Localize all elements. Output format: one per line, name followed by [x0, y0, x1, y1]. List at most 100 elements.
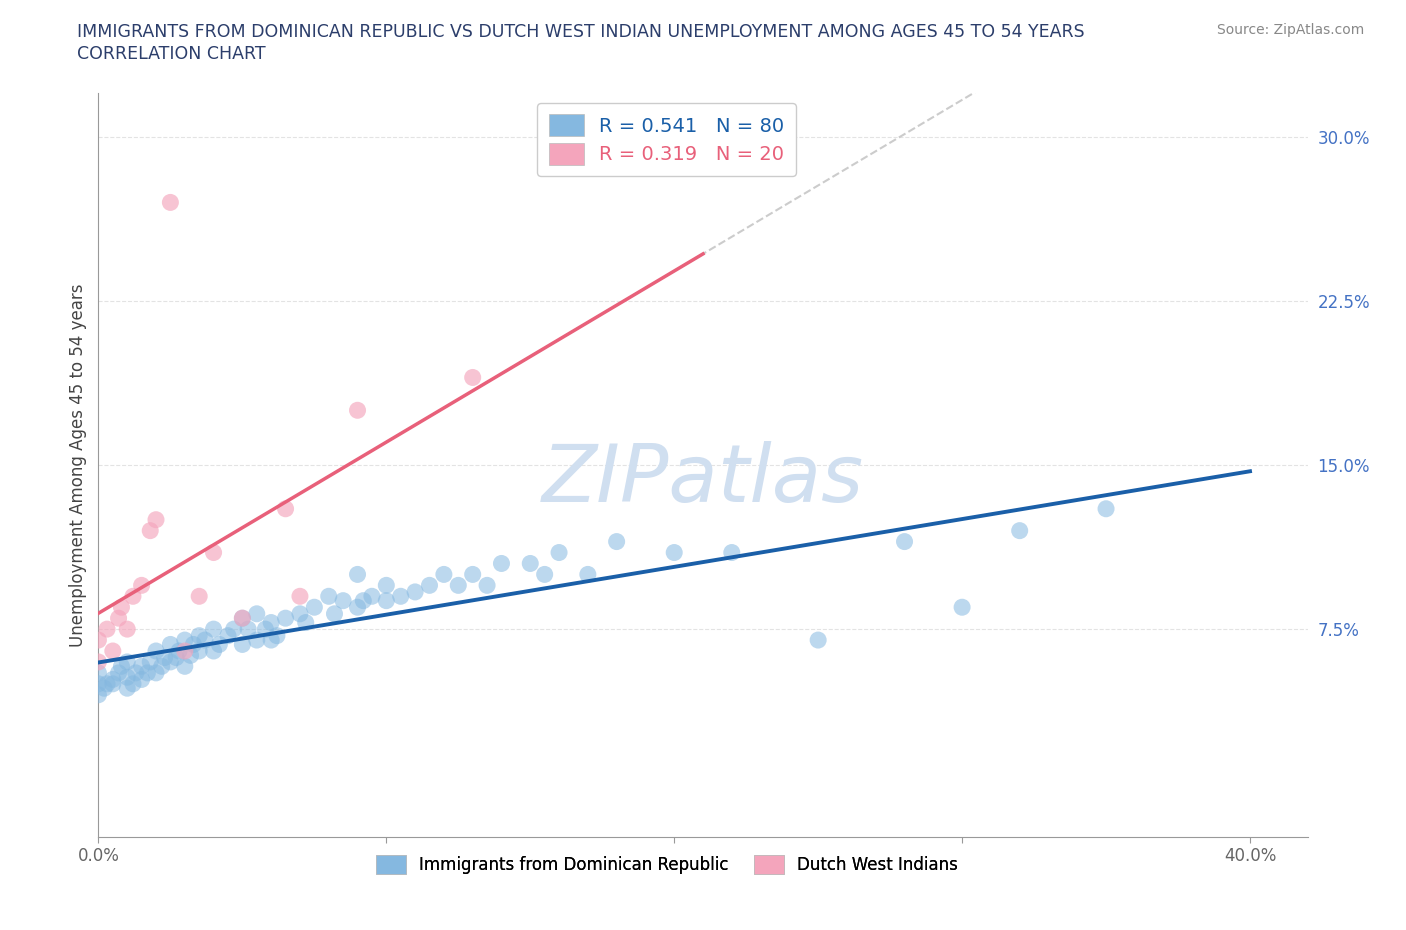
Point — [202, 621, 225, 636]
Point — [139, 655, 162, 670]
Point — [246, 632, 269, 647]
Point — [361, 589, 384, 604]
Text: ZIPatlas: ZIPatlas — [541, 441, 865, 519]
Point — [87, 655, 110, 670]
Point — [87, 632, 110, 647]
Point — [115, 655, 138, 670]
Y-axis label: Unemployment Among Ages 45 to 54 years: Unemployment Among Ages 45 to 54 years — [69, 284, 87, 646]
Point — [194, 632, 217, 647]
Point — [236, 621, 259, 636]
Point — [807, 632, 830, 647]
Point — [433, 567, 456, 582]
Point — [260, 615, 283, 630]
Point — [274, 611, 297, 626]
Point — [461, 567, 484, 582]
Point — [266, 629, 288, 644]
Point — [145, 644, 167, 658]
Point — [418, 578, 440, 592]
Point — [125, 666, 148, 681]
Point — [115, 670, 138, 684]
Point — [346, 403, 368, 418]
Point — [274, 501, 297, 516]
Point — [110, 600, 132, 615]
Point — [576, 567, 599, 582]
Point — [183, 637, 205, 652]
Point — [533, 567, 555, 582]
Point — [208, 637, 231, 652]
Point — [159, 637, 181, 652]
Point — [1095, 501, 1118, 516]
Point — [332, 593, 354, 608]
Point — [107, 611, 129, 626]
Point — [173, 632, 195, 647]
Point — [131, 658, 153, 673]
Legend: Immigrants from Dominican Republic, Dutch West Indians: Immigrants from Dominican Republic, Dutc… — [368, 849, 965, 881]
Point — [664, 545, 686, 560]
Point — [145, 512, 167, 527]
Point — [180, 648, 202, 663]
Text: IMMIGRANTS FROM DOMINICAN REPUBLIC VS DUTCH WEST INDIAN UNEMPLOYMENT AMONG AGES : IMMIGRANTS FROM DOMINICAN REPUBLIC VS DU… — [77, 23, 1085, 41]
Point — [519, 556, 541, 571]
Point — [389, 589, 412, 604]
Point — [231, 611, 253, 626]
Point — [167, 644, 190, 658]
Point — [159, 655, 181, 670]
Point — [136, 666, 159, 681]
Point — [202, 545, 225, 560]
Point — [96, 621, 118, 636]
Point — [101, 644, 124, 658]
Point — [475, 578, 498, 592]
Point — [720, 545, 742, 560]
Point — [139, 524, 162, 538]
Point — [101, 676, 124, 691]
Point — [87, 676, 110, 691]
Point — [548, 545, 571, 560]
Point — [318, 589, 340, 604]
Point — [217, 629, 239, 644]
Point — [346, 600, 368, 615]
Point — [122, 676, 145, 691]
Point — [115, 621, 138, 636]
Point — [115, 681, 138, 696]
Text: Source: ZipAtlas.com: Source: ZipAtlas.com — [1216, 23, 1364, 37]
Point — [122, 589, 145, 604]
Point — [145, 666, 167, 681]
Point — [101, 672, 124, 687]
Point — [260, 632, 283, 647]
Point — [231, 611, 253, 626]
Point — [153, 650, 176, 665]
Point — [202, 644, 225, 658]
Point — [950, 600, 973, 615]
Point — [1008, 524, 1031, 538]
Point — [159, 195, 181, 210]
Point — [165, 650, 187, 665]
Point — [323, 606, 346, 621]
Point — [173, 644, 195, 658]
Point — [188, 589, 211, 604]
Point — [893, 534, 915, 549]
Point — [288, 606, 311, 621]
Point — [173, 658, 195, 673]
Point — [188, 644, 211, 658]
Point — [231, 637, 253, 652]
Point — [110, 658, 132, 673]
Point — [150, 658, 173, 673]
Point — [404, 584, 426, 599]
Text: CORRELATION CHART: CORRELATION CHART — [77, 45, 266, 62]
Point — [375, 593, 398, 608]
Point — [131, 578, 153, 592]
Point — [87, 687, 110, 702]
Point — [246, 606, 269, 621]
Point — [96, 676, 118, 691]
Point — [294, 615, 316, 630]
Point — [131, 672, 153, 687]
Point — [375, 578, 398, 592]
Point — [107, 666, 129, 681]
Point — [447, 578, 470, 592]
Point — [222, 621, 245, 636]
Point — [352, 593, 374, 608]
Point — [491, 556, 513, 571]
Point — [188, 629, 211, 644]
Point — [93, 681, 115, 696]
Point — [87, 666, 110, 681]
